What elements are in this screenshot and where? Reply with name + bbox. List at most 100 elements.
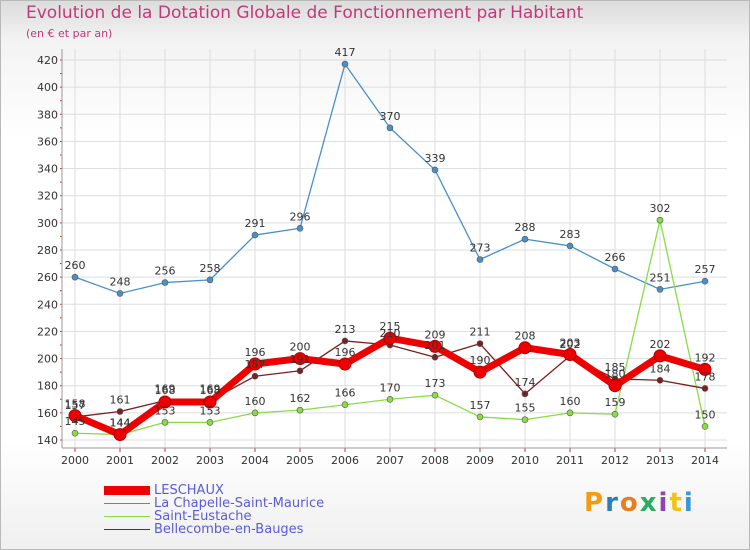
- axes: 140 160 180 200 220 240 260 280 300 320 340 360 380 4…: [37, 49, 727, 467]
- data-label-la-chapelle: 339: [425, 152, 446, 165]
- data-label-la-chapelle: 248: [110, 275, 131, 288]
- point-bellecombe: [476, 340, 484, 347]
- point-la-chapelle: [251, 231, 259, 239]
- data-label-saint-eustache: 153: [155, 404, 176, 417]
- point-saint-eustache: [341, 401, 349, 409]
- brand-letter: x: [639, 488, 659, 518]
- data-label-leschaux: 180: [605, 368, 626, 381]
- point-saint-eustache: [656, 216, 664, 224]
- x-tick-label: 2009: [466, 454, 494, 467]
- x-tick-label: 2008: [421, 454, 449, 467]
- brand-letter: t: [669, 488, 684, 518]
- brand-letter: o: [619, 488, 640, 518]
- data-label-leschaux: 144: [110, 417, 131, 430]
- data-label-bellecombe: 211: [470, 326, 491, 339]
- data-label-leschaux: 215: [380, 320, 401, 333]
- brand-letter: r: [605, 488, 620, 518]
- data-label-bellecombe: 184: [650, 362, 671, 375]
- chart-subtitle: (en € et par an): [26, 27, 113, 40]
- x-tick-label: 2005: [286, 454, 314, 467]
- series-layer: [68, 60, 712, 442]
- data-label-la-chapelle: 273: [470, 242, 491, 255]
- data-label-saint-eustache: 162: [290, 392, 311, 405]
- point-bellecombe: [341, 337, 349, 345]
- data-label-leschaux: 192: [695, 351, 716, 364]
- data-label-la-chapelle: 258: [200, 262, 221, 275]
- proxiti-logo: Proxiti: [584, 488, 695, 518]
- data-label-saint-eustache: 145: [65, 415, 86, 428]
- legend-swatch-bellecombe: [104, 529, 150, 530]
- data-label-leschaux: 200: [290, 341, 311, 354]
- data-label-saint-eustache: 170: [380, 381, 401, 394]
- data-label-leschaux: 196: [245, 346, 266, 359]
- point-leschaux: [473, 365, 487, 379]
- data-label-la-chapelle: 370: [380, 110, 401, 123]
- point-la-chapelle: [611, 265, 619, 273]
- point-bellecombe: [656, 376, 664, 384]
- data-label-bellecombe: 191: [290, 353, 311, 366]
- x-tick-label: 2007: [376, 454, 404, 467]
- x-tick-label: 2011: [556, 454, 584, 467]
- x-tick-label: 2010: [511, 454, 539, 467]
- data-label-la-chapelle: 257: [695, 263, 716, 276]
- data-label-leschaux: 202: [650, 338, 671, 351]
- data-label-saint-eustache: 155: [515, 402, 536, 415]
- y-tick-label: 180: [37, 380, 58, 393]
- point-leschaux: [338, 357, 352, 371]
- y-tick-label: 360: [37, 135, 58, 148]
- legend-label-bellecombe: Bellecombe-en-Bauges: [154, 522, 304, 537]
- x-tick-label: 2002: [151, 454, 179, 467]
- data-label-leschaux: 203: [560, 337, 581, 350]
- data-label-bellecombe: 178: [695, 370, 716, 383]
- point-la-chapelle: [656, 286, 664, 293]
- point-leschaux: [158, 395, 172, 409]
- data-label-leschaux: 196: [335, 346, 356, 359]
- data-label-saint-eustache: 159: [605, 396, 626, 409]
- point-la-chapelle: [161, 279, 169, 286]
- brand-letter: i: [658, 488, 670, 518]
- y-tick-label: 400: [37, 81, 58, 94]
- data-label-bellecombe: 202: [560, 338, 581, 351]
- point-la-chapelle: [341, 60, 349, 68]
- y-tick-label: 160: [37, 407, 58, 420]
- point-leschaux: [203, 395, 217, 409]
- data-label-la-chapelle: 296: [290, 210, 311, 223]
- point-saint-eustache: [71, 429, 79, 437]
- data-label-la-chapelle: 288: [515, 221, 536, 234]
- point-leschaux: [653, 349, 667, 363]
- legend-label-leschaux: LESCHAUX: [154, 483, 224, 498]
- data-label-bellecombe: 210: [380, 327, 401, 340]
- point-la-chapelle: [71, 273, 79, 281]
- point-bellecombe: [431, 353, 439, 361]
- point-saint-eustache: [701, 423, 709, 430]
- data-label-leschaux: 208: [515, 330, 536, 343]
- y-tick-label: 280: [37, 244, 58, 257]
- brand-letter: P: [584, 488, 606, 518]
- point-la-chapelle: [521, 235, 529, 243]
- legend-swatch-leschaux: [104, 486, 150, 495]
- data-label-saint-eustache: 160: [245, 395, 266, 408]
- data-label-bellecombe: 157: [65, 399, 86, 412]
- x-tick-label: 2012: [601, 454, 629, 467]
- x-tick-label: 2014: [691, 454, 719, 467]
- data-label-la-chapelle: 256: [155, 265, 176, 278]
- y-tick-label: 320: [37, 190, 58, 203]
- chart-title: Evolution de la Dotation Globale de Fonc…: [26, 3, 584, 23]
- data-label-bellecombe: 213: [335, 323, 356, 336]
- data-label-la-chapelle: 291: [245, 217, 266, 230]
- point-leschaux: [68, 409, 82, 423]
- legend-label-saint-eustache: Saint-Eustache: [154, 509, 252, 524]
- data-label-saint-eustache: 173: [425, 377, 446, 390]
- brand-letter: i: [683, 488, 695, 518]
- y-tick-label: 140: [37, 434, 58, 447]
- point-saint-eustache: [251, 409, 259, 417]
- point-leschaux: [698, 362, 712, 376]
- data-label-bellecombe: 169: [155, 383, 176, 396]
- point-saint-eustache: [476, 413, 484, 421]
- point-leschaux: [293, 352, 307, 366]
- y-tick-label: 220: [37, 325, 58, 338]
- data-label-saint-eustache: 150: [695, 408, 716, 421]
- legend-swatch-la-chapelle: [104, 503, 150, 504]
- point-bellecombe: [521, 390, 529, 398]
